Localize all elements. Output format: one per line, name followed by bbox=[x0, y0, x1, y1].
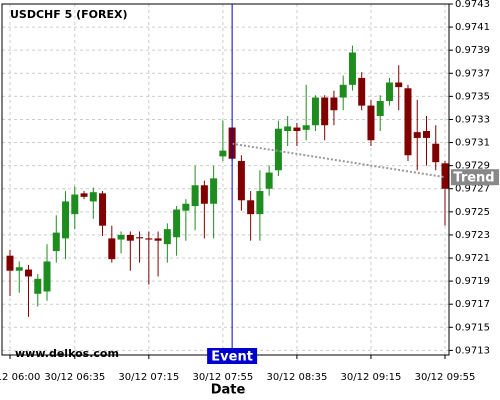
trend-label: Trend bbox=[453, 171, 494, 186]
candle-body bbox=[330, 97, 338, 111]
y-tick-label: 0.9739 bbox=[455, 45, 490, 56]
candle-body bbox=[163, 229, 171, 245]
y-tick-label: 0.9713 bbox=[455, 345, 490, 356]
x-tick-label: 30/12 07:55 bbox=[192, 372, 253, 383]
candle-body bbox=[145, 238, 153, 240]
candle-body bbox=[62, 201, 70, 239]
candle-body bbox=[71, 194, 79, 215]
chart-title: USDCHF 5 (FOREX) bbox=[10, 8, 127, 21]
candle-body bbox=[108, 238, 116, 260]
candle-body bbox=[191, 185, 199, 207]
candle-body bbox=[311, 97, 319, 126]
candle-body bbox=[219, 150, 227, 157]
y-tick-label: 0.9743 bbox=[455, 0, 490, 10]
y-tick-label: 0.9727 bbox=[455, 184, 490, 195]
candle-body bbox=[136, 237, 144, 239]
y-tick-label: 0.9735 bbox=[455, 91, 490, 102]
candle-body bbox=[367, 105, 375, 141]
watermark: www.delkos.com bbox=[15, 347, 119, 360]
x-tick-label: 30/12 06:35 bbox=[44, 372, 105, 383]
event-label: Event bbox=[211, 350, 253, 365]
candle-body bbox=[247, 200, 255, 215]
candle-body bbox=[200, 185, 208, 204]
candle-body bbox=[284, 126, 292, 132]
candle-body bbox=[43, 261, 51, 292]
candle-body bbox=[126, 234, 134, 241]
candle-body bbox=[237, 161, 245, 201]
candle-body bbox=[358, 77, 366, 106]
candle-body bbox=[117, 234, 125, 240]
candle-body bbox=[256, 191, 264, 215]
candle-body bbox=[404, 88, 412, 156]
y-tick-label: 0.9733 bbox=[455, 114, 490, 125]
y-tick-label: 0.9729 bbox=[455, 161, 490, 172]
y-tick-label: 0.9717 bbox=[455, 299, 490, 310]
candle-body bbox=[348, 52, 356, 85]
y-tick-label: 0.9725 bbox=[455, 207, 490, 218]
candle-body bbox=[274, 128, 282, 171]
candle-body bbox=[99, 193, 107, 226]
candle-body bbox=[302, 125, 310, 130]
candle-body bbox=[432, 143, 440, 163]
candle-body bbox=[89, 192, 97, 202]
y-tick-label: 0.9719 bbox=[455, 276, 490, 287]
candle-body bbox=[15, 267, 23, 271]
candle-body bbox=[80, 193, 88, 197]
candle-body bbox=[6, 255, 14, 271]
y-tick-label: 0.9731 bbox=[455, 138, 490, 149]
y-tick-label: 0.9721 bbox=[455, 253, 490, 264]
x-tick-label: 30/12 08:35 bbox=[267, 372, 328, 383]
candle-body bbox=[265, 172, 273, 189]
x-tick-label: 30/12 06:00 bbox=[0, 372, 40, 383]
candle-body bbox=[52, 232, 60, 252]
candle-body bbox=[395, 82, 403, 88]
x-axis-label: Date bbox=[211, 383, 246, 398]
candle-body bbox=[154, 238, 162, 241]
candle-body bbox=[376, 100, 384, 116]
x-tick-label: 30/12 09:55 bbox=[415, 372, 476, 383]
x-tick-label: 30/12 07:15 bbox=[118, 372, 179, 383]
x-tick-label: 30/12 09:15 bbox=[341, 372, 402, 383]
trend-label-box bbox=[451, 169, 499, 186]
event-label-box bbox=[207, 348, 258, 364]
y-tick-label: 0.9715 bbox=[455, 322, 490, 333]
candle-body bbox=[210, 178, 218, 204]
candle-body bbox=[339, 84, 347, 98]
y-tick-label: 0.9737 bbox=[455, 68, 490, 79]
candle-body bbox=[413, 132, 421, 138]
candle-body bbox=[321, 97, 329, 126]
candle-body bbox=[182, 203, 190, 211]
candle-body bbox=[385, 82, 393, 101]
candle-body bbox=[293, 127, 301, 132]
y-tick-label: 0.9741 bbox=[455, 22, 490, 33]
candle-body bbox=[34, 278, 42, 294]
y-tick-label: 0.9723 bbox=[455, 230, 490, 241]
candle-body bbox=[441, 163, 449, 189]
candle-body bbox=[422, 131, 430, 138]
candle-body bbox=[173, 209, 181, 238]
candle-body bbox=[25, 269, 33, 277]
